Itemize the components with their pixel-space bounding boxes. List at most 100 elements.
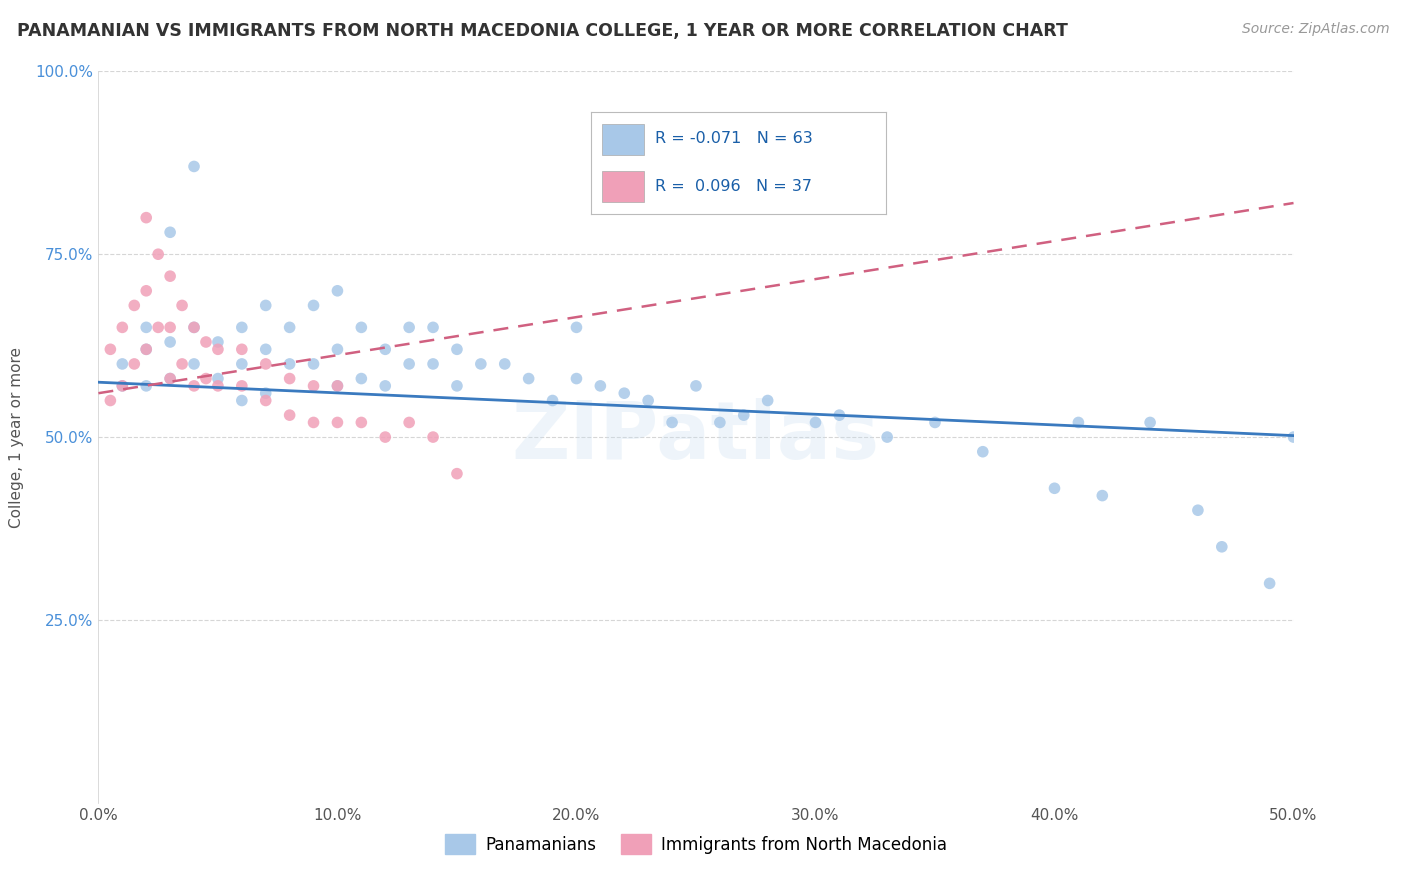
Point	[148, 320, 170, 334]
Point	[135, 343, 157, 357]
Point	[1043, 481, 1066, 495]
Point	[326, 284, 349, 298]
Point	[374, 430, 396, 444]
Y-axis label: College, 1 year or more: College, 1 year or more	[10, 347, 24, 527]
FancyBboxPatch shape	[602, 171, 644, 202]
Point	[804, 416, 827, 430]
Point	[254, 386, 277, 401]
Point	[195, 371, 218, 385]
Point	[278, 357, 301, 371]
Point	[111, 320, 134, 334]
Point	[446, 343, 468, 357]
Point	[1067, 416, 1090, 430]
Point	[183, 379, 205, 393]
Point	[135, 211, 157, 225]
Point	[172, 298, 194, 312]
Point	[709, 416, 731, 430]
Point	[446, 467, 468, 481]
Point	[1211, 540, 1233, 554]
Point	[565, 320, 588, 334]
Point	[1091, 489, 1114, 503]
Point	[183, 357, 205, 371]
Point	[195, 334, 218, 349]
Point	[302, 298, 325, 312]
Point	[374, 379, 396, 393]
Point	[254, 343, 277, 357]
Point	[135, 320, 157, 334]
Point	[135, 284, 157, 298]
Point	[278, 408, 301, 422]
Text: PANAMANIAN VS IMMIGRANTS FROM NORTH MACEDONIA COLLEGE, 1 YEAR OR MORE CORRELATIO: PANAMANIAN VS IMMIGRANTS FROM NORTH MACE…	[17, 22, 1067, 40]
Point	[111, 357, 134, 371]
Point	[302, 379, 325, 393]
Point	[470, 357, 492, 371]
Point	[111, 379, 134, 393]
Point	[278, 320, 301, 334]
Point	[278, 371, 301, 385]
Point	[398, 320, 420, 334]
Point	[828, 408, 851, 422]
Point	[422, 357, 444, 371]
Point	[972, 444, 994, 458]
Point	[302, 416, 325, 430]
Point	[183, 160, 205, 174]
Point	[326, 379, 349, 393]
Point	[231, 393, 253, 408]
Point	[183, 320, 205, 334]
Point	[565, 371, 588, 385]
Point	[326, 379, 349, 393]
Point	[422, 430, 444, 444]
Point	[159, 269, 181, 284]
Point	[733, 408, 755, 422]
Point	[111, 379, 134, 393]
Text: ZIPatlas: ZIPatlas	[512, 398, 880, 476]
Point	[135, 343, 157, 357]
Point	[98, 343, 122, 357]
Point	[661, 416, 683, 430]
Point	[254, 393, 277, 408]
Point	[254, 298, 277, 312]
Point	[326, 343, 349, 357]
Point	[207, 334, 229, 349]
Point	[254, 357, 277, 371]
Point	[374, 343, 396, 357]
Point	[231, 320, 253, 334]
Point	[541, 393, 564, 408]
Point	[924, 416, 946, 430]
Point	[124, 298, 146, 312]
Point	[207, 379, 229, 393]
Point	[231, 357, 253, 371]
Text: R = -0.071   N = 63: R = -0.071 N = 63	[655, 131, 813, 146]
Point	[159, 225, 181, 239]
Point	[1258, 576, 1281, 591]
Point	[98, 393, 122, 408]
Point	[350, 371, 373, 385]
Point	[494, 357, 516, 371]
Point	[135, 379, 157, 393]
Point	[183, 320, 205, 334]
Point	[685, 379, 707, 393]
Point	[398, 357, 420, 371]
Point	[350, 416, 373, 430]
Point	[422, 320, 444, 334]
Text: Source: ZipAtlas.com: Source: ZipAtlas.com	[1241, 22, 1389, 37]
Point	[207, 343, 229, 357]
Point	[207, 371, 229, 385]
Point	[159, 371, 181, 385]
Point	[159, 371, 181, 385]
Point	[517, 371, 540, 385]
Point	[350, 320, 373, 334]
Text: R =  0.096   N = 37: R = 0.096 N = 37	[655, 179, 813, 194]
Point	[326, 416, 349, 430]
Point	[613, 386, 636, 401]
Point	[876, 430, 898, 444]
FancyBboxPatch shape	[602, 124, 644, 154]
Point	[302, 357, 325, 371]
Point	[172, 357, 194, 371]
Point	[589, 379, 612, 393]
Legend: Panamanians, Immigrants from North Macedonia: Panamanians, Immigrants from North Maced…	[439, 828, 953, 860]
Point	[159, 320, 181, 334]
Point	[231, 379, 253, 393]
Point	[159, 334, 181, 349]
Point	[446, 379, 468, 393]
